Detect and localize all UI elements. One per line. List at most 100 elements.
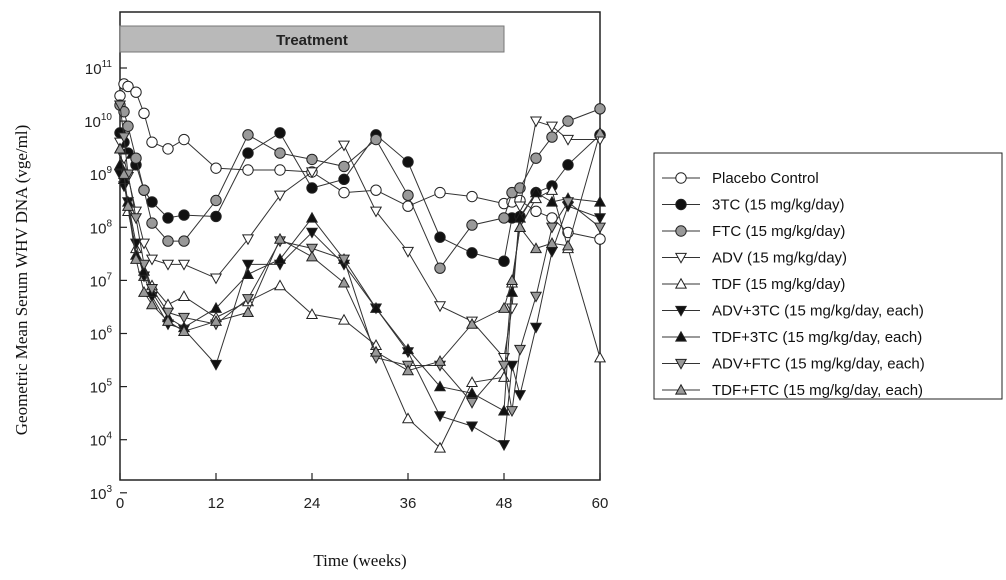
data-point xyxy=(209,301,223,313)
data-point xyxy=(129,253,143,264)
y-axis: 103 104 105 106 107 108 109 1010 1011 xyxy=(84,59,127,503)
data-point xyxy=(338,173,350,186)
y-tick-label: 106 xyxy=(90,325,113,344)
data-point xyxy=(529,242,543,254)
data-point xyxy=(505,285,519,297)
data-point xyxy=(274,147,286,159)
data-point xyxy=(513,201,527,213)
y-axis-title: Geometric Mean Serum WHV DNA (vge/ml) xyxy=(12,125,31,436)
data-point xyxy=(594,103,606,115)
data-point xyxy=(433,380,447,392)
data-point xyxy=(545,121,559,133)
data-point xyxy=(497,353,511,364)
y-tick-label: 107 xyxy=(90,271,113,290)
data-point xyxy=(117,132,131,144)
data-point xyxy=(129,206,143,218)
data-point xyxy=(593,213,607,225)
data-point xyxy=(402,189,414,202)
data-point xyxy=(369,345,383,357)
data-point xyxy=(337,276,351,288)
data-point xyxy=(146,217,158,229)
legend-label: Placebo Control xyxy=(712,170,819,187)
series-8 xyxy=(113,100,607,418)
data-point xyxy=(162,212,174,224)
data-point xyxy=(530,205,542,218)
data-point xyxy=(594,233,606,245)
x-tick-label: 0 xyxy=(116,495,124,512)
series-line xyxy=(119,104,601,270)
data-point xyxy=(145,283,159,295)
data-point xyxy=(593,195,607,207)
data-point xyxy=(305,167,319,179)
treatment-label: Treatment xyxy=(276,32,348,49)
data-point xyxy=(114,90,126,102)
data-point xyxy=(241,306,255,318)
legend-marker xyxy=(675,172,687,184)
data-point xyxy=(337,140,351,152)
data-point xyxy=(434,231,446,243)
data-point xyxy=(562,115,574,127)
data-point xyxy=(562,159,574,171)
data-point xyxy=(434,186,446,199)
data-point xyxy=(161,307,175,319)
data-point xyxy=(145,298,159,310)
data-point xyxy=(138,184,150,196)
x-tick-label: 48 xyxy=(496,495,513,512)
series-line xyxy=(119,120,600,359)
data-point xyxy=(273,253,287,264)
data-point xyxy=(274,164,286,176)
series-line xyxy=(119,164,601,412)
data-point xyxy=(178,235,190,247)
legend-item: FTC (15 mg/kg/day) xyxy=(662,223,845,240)
legend-marker xyxy=(674,252,688,264)
data-point xyxy=(546,131,558,143)
data-point xyxy=(209,315,223,326)
data-point xyxy=(161,259,175,271)
data-point xyxy=(545,246,559,258)
series-line xyxy=(119,132,601,262)
data-point xyxy=(561,134,575,146)
data-point xyxy=(513,390,527,402)
data-point xyxy=(113,142,127,154)
legend: Placebo Control 3TC (15 mg/kg/day) FTC (15… xyxy=(653,152,1003,400)
data-point xyxy=(545,195,559,207)
y-tick-label: 104 xyxy=(90,431,113,450)
legend-label: TDF+FTC (15 mg/kg/day, each) xyxy=(712,382,923,399)
data-point xyxy=(593,351,607,363)
x-axis-title: Time (weeks) xyxy=(313,551,406,570)
data-point xyxy=(162,235,174,247)
series-line xyxy=(119,148,601,449)
treatment-banner: Treatment xyxy=(119,25,505,53)
data-point xyxy=(401,246,415,258)
legend-marker xyxy=(674,383,688,395)
data-point xyxy=(305,308,319,319)
legend-label: 3TC (15 mg/kg/day) xyxy=(712,197,845,214)
x-tick-label: 12 xyxy=(208,495,225,512)
data-point xyxy=(305,243,319,255)
data-point xyxy=(545,237,559,248)
data-point xyxy=(178,209,190,221)
data-point xyxy=(513,344,527,356)
data-point xyxy=(209,359,223,371)
y-tick-label: 108 xyxy=(90,218,113,237)
data-point xyxy=(130,152,142,164)
treatment-bar xyxy=(119,25,505,53)
legend-label: FTC (15 mg/kg/day) xyxy=(712,223,845,240)
legend-box xyxy=(653,152,1003,400)
data-point xyxy=(273,190,287,202)
data-point xyxy=(273,279,287,291)
data-point xyxy=(370,133,382,146)
data-point xyxy=(401,343,415,355)
data-point xyxy=(497,360,511,372)
legend-label: ADV+FTC (15 mg/kg/day, each) xyxy=(712,356,925,373)
data-point xyxy=(497,301,511,313)
data-point xyxy=(465,397,479,409)
legend-label: TDF+3TC (15 mg/kg/day, each) xyxy=(712,329,922,346)
data-point xyxy=(465,421,479,433)
x-tick-label: 24 xyxy=(304,495,321,512)
data-point xyxy=(137,285,151,297)
legend-label: ADV (15 mg/kg/day) xyxy=(712,250,847,267)
legend-label: TDF (15 mg/kg/day) xyxy=(712,276,845,293)
legend-item: TDF+3TC (15 mg/kg/day, each) xyxy=(662,329,922,346)
